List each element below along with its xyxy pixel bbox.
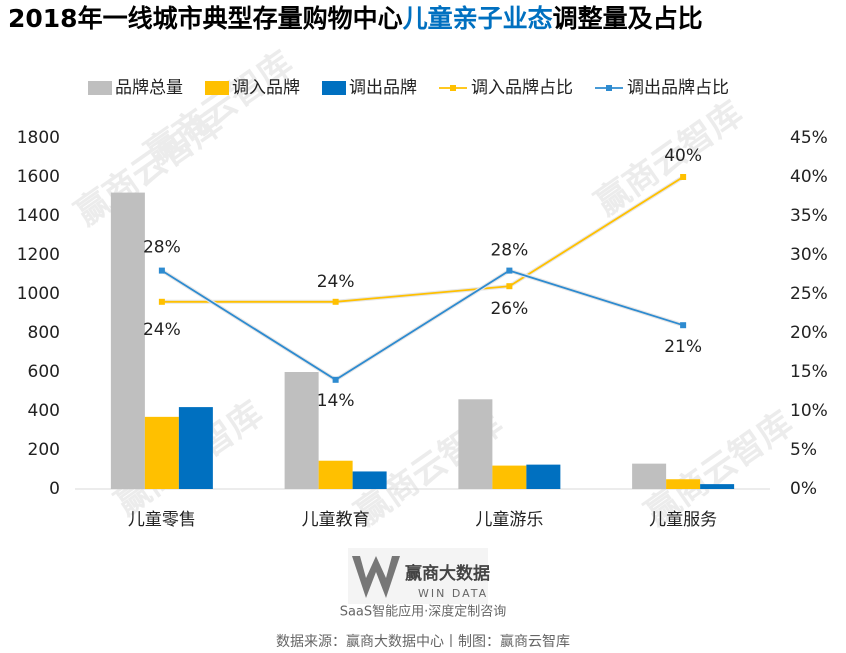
y-tick-label: 600 xyxy=(28,362,60,382)
bar xyxy=(458,399,493,489)
value-label: 24% xyxy=(317,272,355,292)
line-marker xyxy=(506,283,513,290)
legend-marker xyxy=(606,85,612,91)
bar xyxy=(492,465,527,489)
x-tick-label: 儿童教育 xyxy=(302,510,370,530)
line-marker xyxy=(506,267,513,274)
y-tick-label: 1000 xyxy=(17,284,60,304)
bar xyxy=(700,484,735,489)
legend-label: 调入品牌 xyxy=(232,78,300,98)
legend-label: 调出品牌 xyxy=(349,78,417,98)
y2-tick-label: 20% xyxy=(790,323,828,343)
line-marker xyxy=(332,298,339,305)
source: 数据来源：赢商大数据中心丨制图：赢商云智库 xyxy=(276,633,570,650)
y-tick-label: 1600 xyxy=(17,167,60,187)
y2-tick-label: 15% xyxy=(790,362,828,382)
bar xyxy=(110,192,145,489)
y-tick-label: 200 xyxy=(28,440,60,460)
value-label: 40% xyxy=(664,146,702,166)
y2-tick-label: 30% xyxy=(790,245,828,265)
y-tick-label: 0 xyxy=(49,479,60,499)
value-label: 28% xyxy=(490,241,528,261)
legend-marker xyxy=(450,85,456,91)
slogan: SaaS智能应用·深度定制咨询 xyxy=(340,604,507,620)
x-tick-label: 儿童游乐 xyxy=(475,510,543,530)
y-tick-label: 1400 xyxy=(17,206,60,226)
y-tick-label: 1200 xyxy=(17,245,60,265)
y-tick-label: 400 xyxy=(28,401,60,421)
title-part: 儿童亲子业态 xyxy=(403,4,553,33)
line-marker xyxy=(332,376,339,383)
value-label: 14% xyxy=(317,391,355,411)
line xyxy=(161,176,684,303)
legend-swatch xyxy=(205,81,229,95)
bar xyxy=(352,471,387,489)
chart-title: 2018年一线城市典型存量购物中心儿童亲子业态调整量及占比 xyxy=(8,4,703,33)
y-tick-label: 800 xyxy=(28,323,60,343)
bar xyxy=(526,464,561,489)
value-label: 21% xyxy=(664,337,702,357)
value-label: 26% xyxy=(490,299,528,319)
legend-label: 调出品牌占比 xyxy=(627,78,729,98)
y2-tick-label: 0% xyxy=(790,479,817,499)
logo xyxy=(348,548,488,604)
value-label: 28% xyxy=(143,238,181,258)
logo-name: 赢商大数据 xyxy=(405,563,490,584)
bar xyxy=(178,407,213,489)
logo-sub: WIN DATA xyxy=(418,587,488,600)
line-marker xyxy=(680,174,687,180)
title-part: 调整量及占比 xyxy=(553,4,703,33)
line-marker xyxy=(680,322,687,329)
x-tick-label: 儿童服务 xyxy=(649,510,717,530)
y2-tick-label: 40% xyxy=(790,167,828,187)
y2-tick-label: 35% xyxy=(790,206,828,226)
y2-tick-label: 45% xyxy=(790,128,828,148)
legend-swatch xyxy=(322,81,346,95)
y2-tick-label: 5% xyxy=(790,440,817,460)
legend-label: 调入品牌占比 xyxy=(471,78,573,98)
legend-label: 品牌总量 xyxy=(115,78,183,98)
line-marker xyxy=(158,267,165,274)
line xyxy=(161,269,684,381)
line-marker xyxy=(158,298,165,305)
bar xyxy=(632,463,667,489)
legend-swatch xyxy=(88,81,112,95)
y2-tick-label: 25% xyxy=(790,284,828,304)
bar xyxy=(144,416,179,489)
logo-mark xyxy=(352,556,400,598)
title-part: 2018年一线城市典型存量购物中心 xyxy=(8,4,403,33)
bar xyxy=(666,479,701,489)
value-label: 24% xyxy=(143,320,181,340)
y-tick-label: 1800 xyxy=(17,128,60,148)
bar xyxy=(284,372,319,489)
bar xyxy=(318,460,353,489)
x-tick-label: 儿童零售 xyxy=(128,510,196,530)
y2-tick-label: 10% xyxy=(790,401,828,421)
watermark: 赢商云智库 xyxy=(138,44,300,174)
